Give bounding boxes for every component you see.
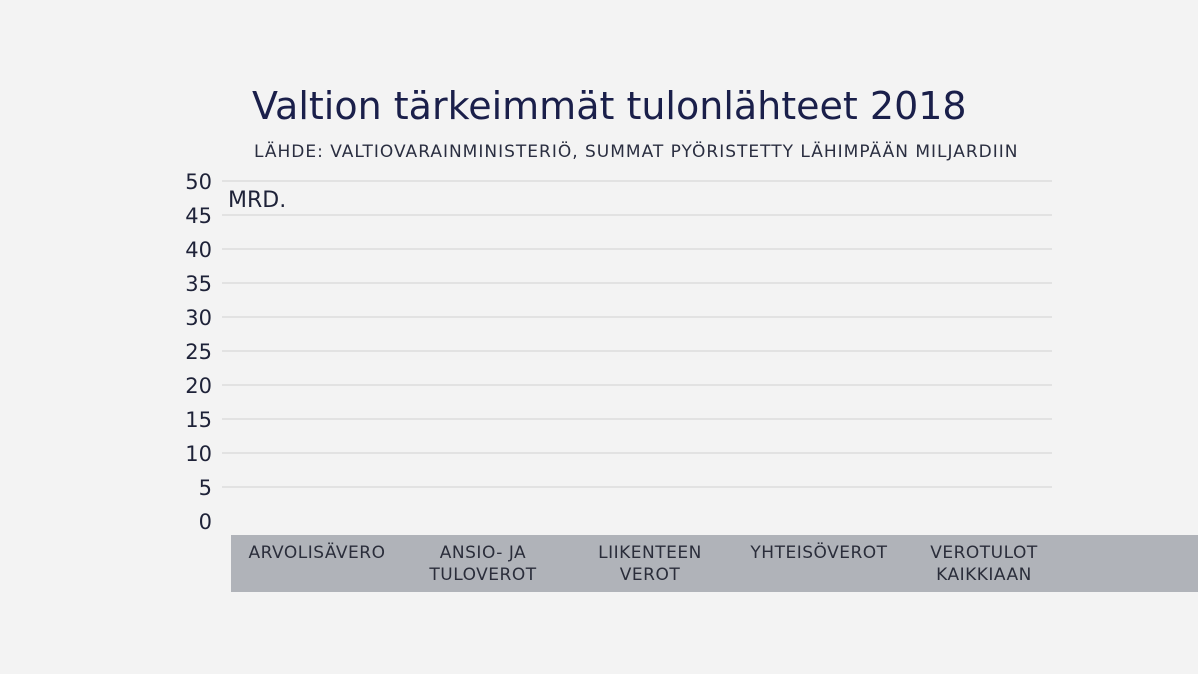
y-tick-label: 20 bbox=[185, 374, 212, 398]
chart-subtitle: LÄHDE: VALTIOVARAINMINISTERIÖ, SUMMAT PY… bbox=[254, 142, 1019, 162]
x-category-label: LIIKENTEEN VEROT bbox=[565, 542, 735, 586]
x-category-label-line: ANSIO- JA bbox=[439, 543, 527, 563]
x-category-label-line: VEROT bbox=[619, 565, 681, 585]
y-axis-ticks: 0 5 10 15 20 25 30 35 40 45 50 bbox=[185, 170, 212, 534]
y-tick-label: 0 bbox=[199, 510, 212, 534]
y-tick-label: 40 bbox=[185, 238, 212, 262]
y-tick-label: 10 bbox=[185, 442, 212, 466]
x-category-label: VEROTULOT KAIKKIAAN bbox=[899, 542, 1069, 586]
y-tick-label: 30 bbox=[185, 306, 212, 330]
y-tick-label: 5 bbox=[199, 476, 212, 500]
x-category-label: ANSIO- JA TULOVEROT bbox=[398, 542, 568, 586]
x-category-label-line: ARVOLISÄVERO bbox=[248, 543, 386, 563]
category-band bbox=[231, 535, 1198, 592]
y-tick-label: 45 bbox=[185, 204, 212, 228]
y-tick-label: 35 bbox=[185, 272, 212, 296]
x-category-label-line: LIIKENTEEN bbox=[598, 543, 702, 563]
x-category-label: YHTEISÖVEROT bbox=[734, 542, 904, 564]
gridlines bbox=[222, 180, 1052, 488]
y-tick-label: 25 bbox=[185, 340, 212, 364]
x-category-label-line: TULOVEROT bbox=[429, 565, 537, 585]
x-category-label-line: YHTEISÖVEROT bbox=[750, 543, 888, 563]
x-category-label-line: KAIKKIAAN bbox=[936, 565, 1032, 585]
chart-title: Valtion tärkeimmät tulonlähteet 2018 bbox=[252, 84, 967, 128]
x-category-label-line: VEROTULOT bbox=[930, 543, 1038, 563]
y-tick-label: 50 bbox=[185, 170, 212, 194]
y-tick-label: 15 bbox=[185, 408, 212, 432]
x-category-label: ARVOLISÄVERO bbox=[232, 542, 402, 564]
y-axis-unit-label: MRD. bbox=[228, 188, 287, 213]
